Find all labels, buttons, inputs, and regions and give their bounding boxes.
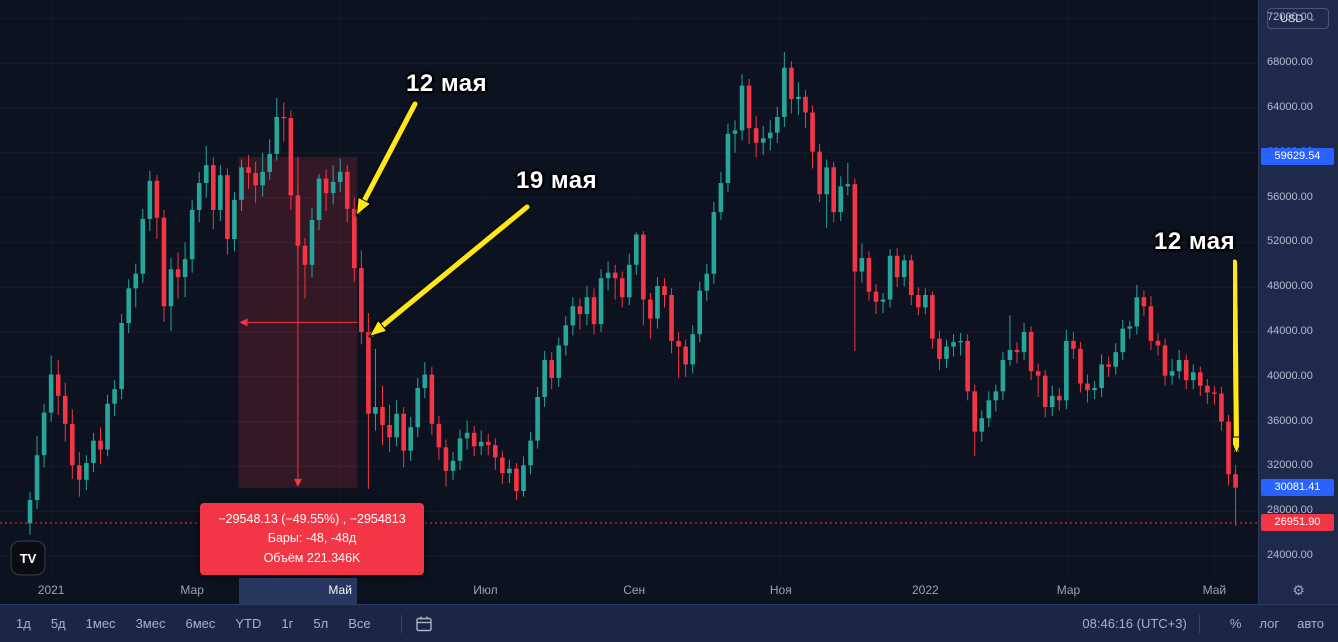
tradingview-logo[interactable]: TV (10, 540, 46, 576)
time-axis-label: Июл (473, 583, 498, 597)
range-button-5д[interactable]: 5д (49, 612, 68, 635)
time-axis-label: Май (328, 583, 352, 597)
price-axis-label: 56000.00 (1267, 190, 1313, 203)
measure-volume: Объём 221.346K (263, 550, 361, 565)
time-axis-label: Мар (180, 583, 204, 597)
time-axis-label: Мар (1056, 583, 1081, 597)
chevron-down-icon: ⌄ (1308, 13, 1316, 23)
percent-scale-button[interactable]: % (1229, 616, 1242, 631)
price-tag-59629.54: 59629.54 (1261, 147, 1334, 165)
price-axis-label: 36000.00 (1267, 414, 1313, 427)
gear-icon[interactable]: ⚙ (1292, 582, 1305, 598)
time-axis-selection-highlight (238, 578, 358, 604)
candles-layer (27, 52, 1238, 535)
time-axis-label: Май (1202, 583, 1227, 597)
measure-price-change: −29548.13 (−49.55%) , −2954813 (218, 512, 406, 526)
currency-dropdown[interactable]: USD ⌄ (1267, 8, 1329, 29)
price-axis-label: 32000.00 (1267, 459, 1313, 472)
annotation-arrows[interactable] (355, 101, 1245, 456)
range-button-5л[interactable]: 5л (311, 612, 330, 635)
range-button-1г[interactable]: 1г (279, 612, 295, 635)
candlestick-chart[interactable] (0, 0, 1258, 578)
price-axis-label: 64000.00 (1267, 101, 1313, 113)
toolbar-divider (400, 614, 402, 633)
price-axis[interactable]: USD ⌄ ⚙ 24000.00 28000.00 32000.00 36000.00… (1258, 0, 1338, 604)
time-axis-label: Ноя (769, 583, 792, 597)
time-axis-label: Сен (623, 583, 646, 597)
svg-text:TV: TV (20, 551, 37, 566)
log-scale-button[interactable]: лог (1259, 616, 1280, 631)
go-to-date-icon[interactable] (414, 614, 434, 634)
range-button-YTD[interactable]: YTD (233, 612, 263, 635)
measure-tooltip: −29548.13 (−49.55%) , −2954813 Бары: -48… (200, 503, 424, 576)
measure-bars: Бары: -48, -48д (267, 531, 357, 546)
grid-layer (0, 17, 1258, 557)
price-axis-label: 40000.00 (1267, 369, 1313, 382)
time-axis-label: 2021 (37, 583, 65, 597)
price-axis-label: 44000.00 (1267, 325, 1313, 337)
price-axis-label: 72000.00 (1267, 11, 1313, 24)
toolbar-divider (1198, 614, 1200, 633)
range-button-6мес[interactable]: 6мес (183, 612, 217, 635)
time-axis[interactable]: 2021 Мар Май Июл Сен Ноя 2022 Мар Май (0, 578, 1258, 604)
price-axis-label: 52000.00 (1267, 235, 1313, 248)
date-range-buttons: 1д 5д 1мес 3мес 6мес YTD 1г 5л Все (14, 612, 389, 635)
price-axis-label: 24000.00 (1267, 549, 1313, 561)
bottom-toolbar: 1д 5д 1мес 3мес 6мес YTD 1г 5л Все 08:46:16 (UTC… (0, 604, 1338, 642)
chart-canvas[interactable]: 12 мая 19 мая 12 мая −29548.13 (−49.55%)… (0, 0, 1258, 578)
price-tag-30081.41: 30081.41 (1261, 478, 1334, 496)
price-axis-label: 68000.00 (1267, 56, 1313, 69)
range-button-1д[interactable]: 1д (14, 612, 33, 635)
price-axis-label: 48000.00 (1267, 280, 1313, 293)
range-button-Все[interactable]: Все (346, 612, 372, 635)
range-button-3мес[interactable]: 3мес (134, 612, 168, 635)
range-button-1мес[interactable]: 1мес (84, 612, 118, 635)
time-axis-label: 2022 (911, 583, 939, 597)
clock[interactable]: 08:46:16 (UTC+3) (1082, 616, 1187, 631)
price-tag-26951.90: 26951.90 (1261, 513, 1334, 531)
currency-label: USD (1280, 12, 1304, 25)
price-axis-label: 28000.00 (1267, 504, 1313, 517)
auto-scale-button[interactable]: авто (1297, 616, 1324, 631)
